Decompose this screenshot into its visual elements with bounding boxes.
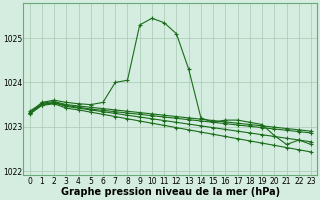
X-axis label: Graphe pression niveau de la mer (hPa): Graphe pression niveau de la mer (hPa) xyxy=(61,187,280,197)
